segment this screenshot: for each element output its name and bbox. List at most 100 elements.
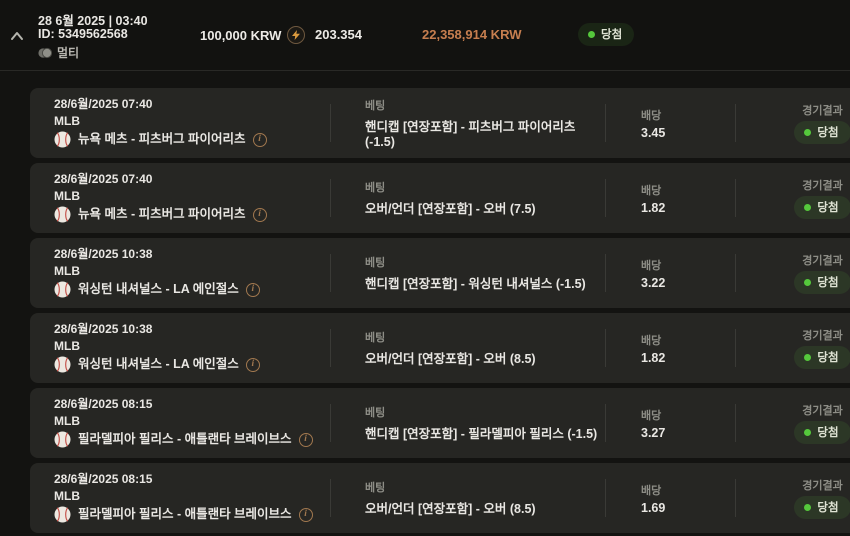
column-divider [330, 254, 331, 292]
info-icon[interactable]: i [245, 357, 260, 372]
column-divider [330, 404, 331, 442]
bet-type: 멀티 [38, 44, 79, 61]
bet-result-column: 경기결과 당첨 [770, 388, 850, 458]
column-divider [330, 329, 331, 367]
info-icon[interactable]: i [252, 207, 267, 222]
bet-match-name: 뉴욕 메츠 - 피츠버그 파이어리츠 [78, 207, 246, 221]
column-divider [330, 179, 331, 217]
bet-datetime: 28/6월/2025 07:40 [54, 97, 153, 111]
result-column-label: 경기결과 [802, 405, 843, 417]
result-column-label: 경기결과 [802, 255, 843, 267]
column-divider [605, 104, 606, 142]
bet-odds: 1.82 [641, 350, 666, 365]
status-dot [804, 353, 812, 361]
bet-result-label: 당첨 [817, 502, 839, 514]
info-icon[interactable]: i [298, 432, 313, 447]
column-divider [605, 404, 606, 442]
bet-row-left: 28/6월/2025 08:15 MLB 필라델피아 필리스 - 애틀랜타 브레… [54, 470, 313, 524]
bet-selection-column: 베팅 오버/언더 [연장포함] - 오버 (8.5) [365, 313, 600, 383]
bet-column-label: 베팅 [365, 257, 386, 269]
bet-match: 워싱턴 내셔널스 - LA 에인절스 i [54, 355, 260, 374]
bet-match-name: 필라델피아 필리스 - 애틀랜타 브레이브스 [78, 507, 292, 521]
bet-match: 워싱턴 내셔널스 - LA 에인절스 i [54, 280, 260, 299]
bet-odds-column: 배당 3.45 [641, 88, 726, 158]
ticket-id: ID: 5349562568 [38, 27, 128, 41]
bet-result-badge: 당첨 [794, 121, 850, 144]
bet-result-label: 당첨 [817, 277, 839, 289]
bet-result-badge: 당첨 [794, 496, 850, 519]
multi-coins-icon [38, 47, 52, 58]
column-divider [330, 479, 331, 517]
bet-match: 필라델피아 필리스 - 애틀랜타 브레이브스 i [54, 505, 313, 524]
bet-league: MLB [54, 489, 80, 503]
bet-datetime: 28/6월/2025 10:38 [54, 247, 153, 261]
bet-result-column: 경기결과 당첨 [770, 463, 850, 533]
chevron-up-icon[interactable] [10, 31, 24, 41]
payout-amount: 22,358,914 KRW [422, 27, 522, 42]
result-column-label: 경기결과 [802, 180, 843, 192]
bet-result-column: 경기결과 당첨 [770, 313, 850, 383]
bet-result-column: 경기결과 당첨 [770, 88, 850, 158]
bet-league: MLB [54, 339, 80, 353]
bet-league: MLB [54, 414, 80, 428]
bet-row-left: 28/6월/2025 10:38 MLB 워싱턴 내셔널스 - LA 에인절스 … [54, 320, 260, 374]
column-divider [735, 404, 736, 442]
bet-row-left: 28/6월/2025 07:40 MLB 뉴욕 메츠 - 피츠버그 파이어리츠 … [54, 170, 267, 224]
bet-match: 필라델피아 필리스 - 애틀랜타 브레이브스 i [54, 430, 313, 449]
bet-result-badge: 당첨 [794, 421, 850, 444]
bet-selection: 오버/언더 [연장포함] - 오버 (8.5) [365, 502, 536, 516]
bet-column-label: 베팅 [365, 182, 386, 194]
info-icon[interactable]: i [252, 132, 267, 147]
column-divider [735, 479, 736, 517]
odds-column-label: 배당 [641, 109, 662, 122]
bet-match-name: 워싱턴 내셔널스 - LA 에인절스 [78, 357, 239, 371]
bet-row: 28/6월/2025 08:15 MLB 필라델피아 필리스 - 애틀랜타 브레… [30, 388, 850, 458]
column-divider [735, 104, 736, 142]
bet-odds-column: 배당 1.69 [641, 463, 726, 533]
column-divider [605, 329, 606, 367]
bet-row: 28/6월/2025 10:38 MLB 워싱턴 내셔널스 - LA 에인절스 … [30, 313, 850, 383]
bet-row-left: 28/6월/2025 07:40 MLB 뉴욕 메츠 - 피츠버그 파이어리츠 … [54, 95, 267, 149]
bet-datetime: 28/6월/2025 07:40 [54, 172, 153, 186]
info-icon[interactable]: i [298, 507, 313, 522]
baseball-icon [54, 206, 71, 223]
bet-row: 28/6월/2025 07:40 MLB 뉴욕 메츠 - 피츠버그 파이어리츠 … [30, 88, 850, 158]
odds-column-label: 배당 [641, 184, 662, 197]
bet-column-label: 베팅 [365, 482, 386, 494]
column-divider [330, 104, 331, 142]
bet-row: 28/6월/2025 10:38 MLB 워싱턴 내셔널스 - LA 에인절스 … [30, 238, 850, 308]
column-divider [735, 179, 736, 217]
baseball-icon [54, 281, 71, 298]
bet-odds: 3.27 [641, 425, 666, 440]
result-column-label: 경기결과 [802, 480, 843, 492]
bet-result-badge: 당첨 [794, 196, 850, 219]
bet-league: MLB [54, 189, 80, 203]
ticket-date: 28 6월 2025 | 03:40 [38, 14, 148, 28]
bet-match: 뉴욕 메츠 - 피츠버그 파이어리츠 i [54, 130, 267, 149]
bet-column-label: 베팅 [365, 407, 386, 419]
total-odds: 203.354 [315, 27, 362, 42]
column-divider [605, 479, 606, 517]
bet-selection: 핸디캡 [연장포함] - 워싱턴 내셔널스 (-1.5) [365, 277, 586, 291]
odds-column-label: 배당 [641, 334, 662, 347]
bet-result-label: 당첨 [817, 127, 839, 139]
status-dot [804, 428, 812, 436]
bet-league: MLB [54, 264, 80, 278]
odds-column-label: 배당 [641, 484, 662, 497]
ticket-status-badge: 당첨 [578, 23, 635, 46]
status-dot [804, 278, 812, 286]
bet-result-badge: 당첨 [794, 271, 850, 294]
baseball-icon [54, 506, 71, 523]
info-icon[interactable]: i [245, 282, 260, 297]
bet-odds: 3.22 [641, 275, 666, 290]
bet-result-label: 당첨 [817, 427, 839, 439]
column-divider [605, 254, 606, 292]
bet-type-label: 멀티 [57, 46, 80, 60]
bet-datetime: 28/6월/2025 08:15 [54, 472, 153, 486]
bet-selection-column: 베팅 핸디캡 [연장포함] - 워싱턴 내셔널스 (-1.5) [365, 238, 600, 308]
status-dot [588, 30, 595, 38]
status-dot [804, 503, 812, 511]
bet-row: 28/6월/2025 08:15 MLB 필라델피아 필리스 - 애틀랜타 브레… [30, 463, 850, 533]
bet-result-label: 당첨 [817, 352, 839, 364]
bet-result-label: 당첨 [817, 202, 839, 214]
